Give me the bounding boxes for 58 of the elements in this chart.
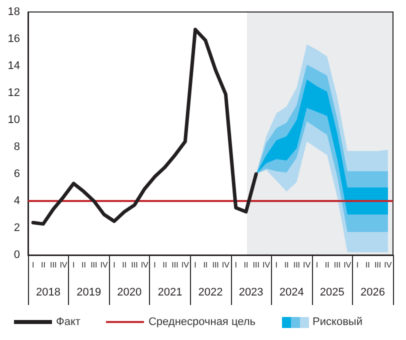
text: 2022 — [198, 286, 223, 298]
x-tick-label: I — [113, 260, 116, 270]
legend-label: Рисковый — [312, 316, 362, 328]
y-tick-label: 6 — [14, 168, 20, 180]
x-tick-label: IV — [344, 260, 352, 270]
x-tick-label: II — [40, 260, 46, 270]
x-tick-label: I — [234, 260, 237, 270]
text: 2020 — [117, 286, 142, 298]
text: 2023 — [238, 286, 264, 298]
x-tick-label: IV — [181, 260, 190, 270]
text: 2024 — [279, 286, 304, 298]
y-tick-label: 14 — [8, 60, 20, 72]
x-tick-label: III — [374, 260, 382, 270]
x-tick-label: I — [316, 260, 318, 270]
x-tick-label: II — [244, 260, 248, 270]
y-tick-label: 2 — [14, 222, 20, 234]
legend-label: Факт — [56, 316, 80, 328]
x-tick-label: I — [72, 260, 75, 270]
x-tick-label: III — [293, 260, 300, 270]
x-tick-label: I — [275, 260, 278, 270]
y-tick-label: 0 — [14, 249, 20, 261]
text: 2025 — [320, 286, 344, 298]
y-tick-label: 4 — [14, 195, 20, 207]
x-tick-label: IV — [262, 260, 271, 270]
x-tick-label: I — [356, 260, 359, 270]
x-tick-label: III — [172, 260, 178, 270]
y-tick-label: 16 — [8, 33, 20, 45]
x-tick-label: III — [252, 260, 260, 270]
y-tick-label: 8 — [14, 141, 20, 153]
x-tick-label: I — [194, 260, 196, 270]
x-tick-label: IV — [140, 260, 150, 270]
x-tick-label: IV — [303, 260, 312, 270]
y-tick-label: 18 — [8, 6, 20, 18]
x-tick-label: III — [50, 260, 57, 270]
x-tick-label: II — [284, 260, 289, 270]
text: 2021 — [158, 286, 182, 298]
x-tick-label: III — [212, 260, 219, 270]
text: 2019 — [76, 286, 102, 298]
x-tick-label: IV — [60, 260, 68, 270]
x-tick-label: II — [365, 260, 370, 270]
text: 2026 — [360, 286, 385, 298]
text: 2018 — [36, 286, 61, 298]
x-tick-label: IV — [384, 260, 392, 270]
x-tick-label: II — [203, 260, 208, 270]
x-tick-label: II — [122, 260, 127, 270]
x-tick-label: III — [90, 260, 98, 270]
y-tick-label: 12 — [8, 87, 20, 99]
x-tick-label: IV — [100, 260, 108, 270]
x-tick-label: I — [154, 260, 156, 270]
x-tick-label: III — [334, 260, 341, 270]
x-tick-label: IV — [222, 260, 230, 270]
x-tick-label: II — [82, 260, 86, 270]
x-tick-label: I — [32, 260, 34, 270]
y-tick-label: 10 — [8, 114, 20, 126]
x-tick-label: III — [131, 260, 138, 270]
x-tick-label: II — [162, 260, 168, 270]
x-tick-label: II — [324, 260, 330, 270]
legend-label: Среднесрочная цель — [148, 316, 256, 328]
